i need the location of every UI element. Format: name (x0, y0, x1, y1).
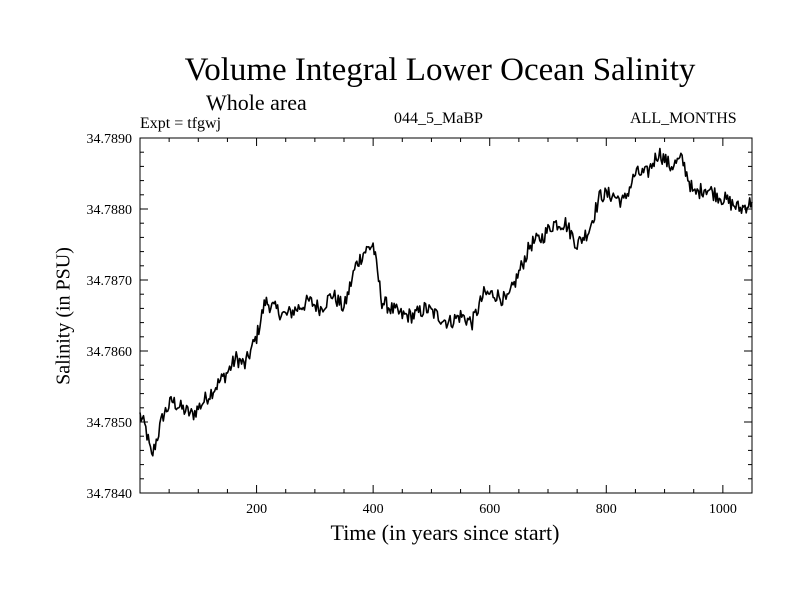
y-tick-label: 34.7880 (87, 203, 133, 218)
x-axis-label: Time (in years since start) (330, 520, 560, 545)
chart-title: Volume Integral Lower Ocean Salinity (184, 52, 696, 88)
y-tick-label: 34.7890 (87, 132, 133, 147)
case-label: 044_5_MaBP (394, 110, 483, 127)
x-tick-label: 200 (246, 502, 267, 517)
y-axis-ticks: 34.7840 34.7850 34.7860 34.7870 34.7880 34.78… (87, 132, 752, 502)
plot-frame (139, 137, 753, 494)
series-group (139, 147, 753, 457)
experiment-label: Expt = tfgwj (140, 115, 222, 132)
y-tick-label: 34.7840 (87, 487, 133, 502)
chart-subtitle: Whole area (206, 90, 307, 115)
x-tick-label: 1000 (709, 502, 737, 517)
x-tick-label: 400 (363, 502, 384, 517)
x-tick-label: 800 (596, 502, 617, 517)
x-axis-ticks: 200 400 600 800 1000 (168, 138, 737, 517)
y-tick-label: 34.7860 (87, 345, 133, 360)
y-tick-label: 34.7850 (87, 416, 133, 431)
x-tick-label: 600 (479, 502, 500, 517)
y-tick-label: 34.7870 (87, 274, 133, 289)
series-line (139, 147, 753, 457)
months-label: ALL_MONTHS (630, 110, 737, 127)
